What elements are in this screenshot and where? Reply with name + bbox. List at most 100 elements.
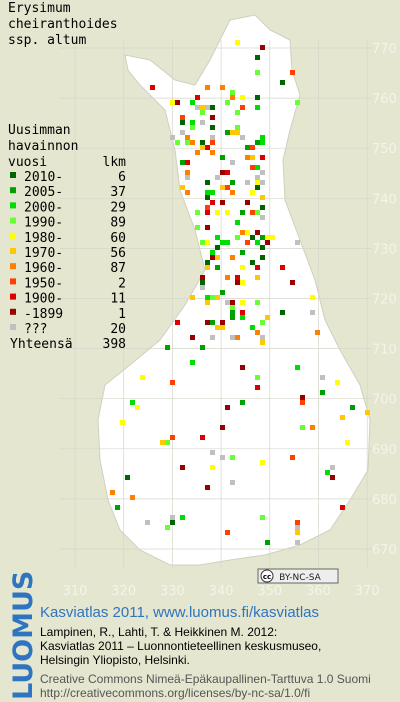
observation-square xyxy=(200,280,205,285)
observation-square xyxy=(240,105,245,110)
observation-square xyxy=(185,170,190,175)
northing-label: 670 xyxy=(372,543,397,558)
observation-square xyxy=(170,380,175,385)
observation-square xyxy=(200,110,205,115)
observation-square xyxy=(225,185,230,190)
easting-label: 320 xyxy=(111,584,136,599)
observation-square xyxy=(230,480,235,485)
observation-square xyxy=(255,385,260,390)
observation-square xyxy=(265,235,270,240)
easting-label: 350 xyxy=(257,584,282,599)
observation-square xyxy=(230,190,235,195)
observation-square xyxy=(220,240,225,245)
citation: Lampinen, R., Lahti, T. & Heikkinen M. 2… xyxy=(40,625,277,639)
observation-square xyxy=(205,105,210,110)
northing-label: 690 xyxy=(372,443,397,458)
observation-square xyxy=(235,275,240,280)
species-name: Erysimum xyxy=(8,1,71,16)
observation-square xyxy=(175,140,180,145)
observation-square xyxy=(205,320,210,325)
observation-square xyxy=(180,115,185,120)
link[interactable]: Kasviatlas 2011, www.luomus.fi/kasviatla… xyxy=(40,604,319,621)
observation-square xyxy=(240,365,245,370)
observation-square xyxy=(165,440,170,445)
northing-label: 710 xyxy=(372,343,397,358)
observation-square xyxy=(265,315,270,320)
observation-square xyxy=(270,235,275,240)
legend-header: lkm xyxy=(103,155,127,170)
legend-label: 1900- xyxy=(24,292,63,307)
observation-square xyxy=(245,155,250,160)
species-name: cheiranthoides xyxy=(8,17,118,32)
observation-square xyxy=(215,210,220,215)
observation-square xyxy=(110,490,115,495)
observation-square xyxy=(185,160,190,165)
observation-square xyxy=(260,195,265,200)
observation-square xyxy=(180,160,185,165)
observation-square xyxy=(205,195,210,200)
northing-label: 740 xyxy=(372,192,397,207)
easting-label: 340 xyxy=(209,584,234,599)
northing-label: 730 xyxy=(372,242,397,257)
observation-square xyxy=(170,515,175,520)
observation-square xyxy=(215,235,220,240)
legend-swatch xyxy=(10,263,16,270)
observation-square xyxy=(215,175,220,180)
easting-label: 370 xyxy=(355,584,380,599)
observation-square xyxy=(295,365,300,370)
observation-square xyxy=(180,515,185,520)
observation-square xyxy=(205,260,210,265)
observation-square xyxy=(255,55,260,60)
observation-square xyxy=(280,310,285,315)
observation-square xyxy=(260,320,265,325)
observation-square xyxy=(230,95,235,100)
legend-swatch xyxy=(10,217,16,224)
observation-square xyxy=(210,255,215,260)
observation-square xyxy=(220,425,225,430)
legend-swatch xyxy=(10,293,16,300)
observation-square xyxy=(310,310,315,315)
observation-square xyxy=(260,335,265,340)
observation-square xyxy=(240,265,245,270)
observation-square xyxy=(240,135,245,140)
observation-square xyxy=(255,180,260,185)
northing-label: 700 xyxy=(372,393,397,408)
observation-square xyxy=(195,95,200,100)
observation-square xyxy=(230,315,235,320)
easting-label: 310 xyxy=(63,584,88,599)
legend-label: ??? xyxy=(24,322,47,337)
observation-square xyxy=(260,205,265,210)
observation-square xyxy=(210,140,215,145)
observation-square xyxy=(205,85,210,90)
observation-square xyxy=(230,455,235,460)
observation-square xyxy=(330,475,335,480)
observation-square xyxy=(255,105,260,110)
observation-square xyxy=(255,240,260,245)
legend-count: 87 xyxy=(110,261,126,276)
observation-square xyxy=(220,455,225,460)
observation-square xyxy=(200,120,205,125)
legend-count: 11 xyxy=(110,292,126,307)
observation-square xyxy=(125,475,130,480)
observation-square xyxy=(185,140,190,145)
northing-label: 680 xyxy=(372,493,397,508)
observation-square xyxy=(130,495,135,500)
legend-title: havainnon xyxy=(8,139,78,154)
observation-square xyxy=(255,230,260,235)
observation-square xyxy=(260,170,265,175)
observation-square xyxy=(225,130,230,135)
legend-swatch xyxy=(10,202,16,209)
observation-square xyxy=(195,105,200,110)
observation-square xyxy=(135,405,140,410)
observation-square xyxy=(255,375,260,380)
observation-square xyxy=(185,175,190,180)
observation-square xyxy=(170,520,175,525)
observation-square xyxy=(235,125,240,130)
observation-square xyxy=(230,300,235,305)
observation-square xyxy=(295,540,300,545)
observation-square xyxy=(250,145,255,150)
observation-square xyxy=(240,315,245,320)
legend-count: 20 xyxy=(110,322,126,337)
observation-square xyxy=(240,230,245,235)
license-url[interactable]: http://creativecommons.org/licenses/by-n… xyxy=(40,686,310,700)
